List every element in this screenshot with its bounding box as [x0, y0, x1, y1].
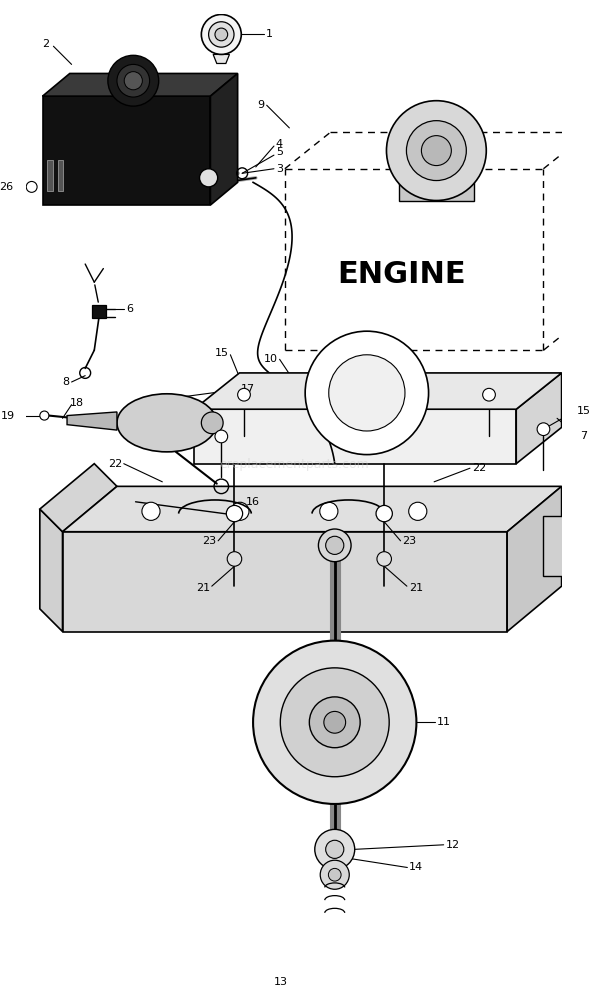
Text: 14: 14 [409, 862, 423, 872]
Text: 7: 7 [580, 431, 587, 441]
Text: 9: 9 [258, 100, 265, 110]
Polygon shape [211, 73, 238, 205]
Circle shape [215, 430, 228, 443]
Circle shape [280, 668, 389, 777]
Polygon shape [63, 532, 507, 631]
Text: ENGINE: ENGINE [337, 260, 466, 288]
Circle shape [409, 502, 427, 520]
Polygon shape [399, 151, 474, 200]
Circle shape [26, 181, 37, 192]
Circle shape [483, 388, 496, 401]
Circle shape [238, 388, 250, 401]
Text: 2: 2 [42, 40, 50, 50]
Circle shape [227, 552, 242, 566]
Polygon shape [58, 160, 63, 191]
Circle shape [315, 829, 355, 869]
Text: 3: 3 [276, 164, 283, 173]
Text: 10: 10 [264, 355, 278, 365]
Polygon shape [40, 509, 63, 631]
Text: 17: 17 [241, 385, 255, 394]
Polygon shape [67, 412, 117, 430]
Circle shape [305, 331, 428, 455]
Text: ereplacementparts.com: ereplacementparts.com [219, 458, 369, 471]
Text: 26: 26 [0, 182, 14, 192]
Circle shape [319, 529, 351, 562]
Circle shape [377, 552, 391, 566]
Circle shape [199, 168, 218, 187]
Circle shape [309, 697, 360, 747]
Polygon shape [63, 487, 562, 532]
Circle shape [329, 355, 405, 431]
Text: 1: 1 [266, 30, 273, 40]
Circle shape [320, 860, 349, 889]
Text: 4: 4 [276, 140, 283, 150]
Circle shape [201, 15, 241, 55]
Text: 22: 22 [472, 463, 486, 474]
Circle shape [320, 502, 338, 520]
Circle shape [209, 22, 234, 48]
Circle shape [40, 411, 49, 420]
Circle shape [324, 712, 346, 733]
Circle shape [386, 101, 486, 200]
Text: 22: 22 [108, 459, 122, 469]
Circle shape [253, 640, 417, 804]
Circle shape [329, 868, 341, 881]
Text: 16: 16 [246, 496, 260, 506]
Ellipse shape [117, 393, 217, 452]
Text: 19: 19 [1, 410, 15, 420]
Text: 15: 15 [215, 348, 228, 358]
Text: 18: 18 [70, 397, 84, 408]
Polygon shape [516, 373, 562, 464]
Polygon shape [42, 96, 211, 205]
Text: 11: 11 [437, 717, 450, 727]
Text: 12: 12 [445, 839, 460, 850]
Polygon shape [40, 464, 117, 532]
Circle shape [108, 55, 159, 106]
Polygon shape [47, 160, 53, 191]
Polygon shape [543, 516, 589, 576]
Polygon shape [213, 55, 230, 63]
Circle shape [142, 502, 160, 520]
Circle shape [231, 502, 249, 520]
Text: 13: 13 [274, 977, 287, 987]
Polygon shape [507, 487, 562, 631]
Polygon shape [194, 409, 516, 464]
Circle shape [537, 423, 550, 435]
Circle shape [326, 536, 344, 554]
Text: 21: 21 [409, 583, 423, 593]
Circle shape [376, 505, 392, 521]
Polygon shape [42, 73, 238, 96]
Text: 8: 8 [63, 377, 70, 387]
Circle shape [227, 505, 242, 521]
Text: 23: 23 [202, 536, 217, 546]
Circle shape [117, 64, 150, 97]
Text: 15: 15 [577, 406, 590, 416]
Polygon shape [194, 373, 562, 409]
Circle shape [421, 136, 451, 165]
Text: 5: 5 [276, 148, 283, 158]
Circle shape [215, 28, 228, 41]
Circle shape [407, 121, 466, 180]
Text: 21: 21 [196, 583, 210, 593]
Circle shape [124, 71, 142, 90]
Polygon shape [91, 305, 106, 318]
Circle shape [326, 840, 344, 858]
Text: 6: 6 [126, 304, 133, 314]
Circle shape [201, 412, 223, 434]
Text: 23: 23 [402, 536, 417, 546]
